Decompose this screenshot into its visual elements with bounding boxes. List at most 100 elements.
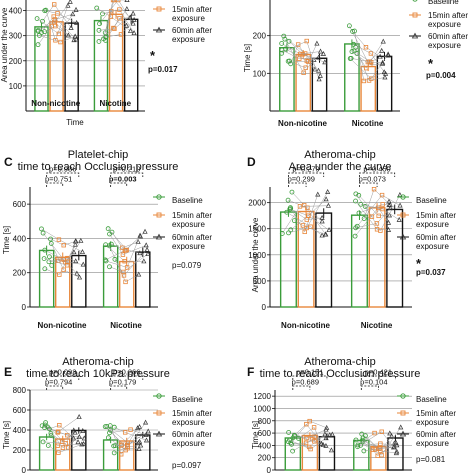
data-point xyxy=(47,254,52,260)
legend-label: exposure xyxy=(416,418,449,427)
data-point xyxy=(387,430,393,436)
data-point xyxy=(74,19,80,25)
data-point xyxy=(79,248,86,254)
data-point xyxy=(125,440,130,445)
subject-connector xyxy=(49,424,79,443)
data-point xyxy=(48,236,53,242)
data-point xyxy=(301,70,306,75)
comparison-bracket xyxy=(292,385,311,390)
subject-connector xyxy=(109,429,147,436)
legend-label: 15min after xyxy=(416,211,456,220)
comparison-p-value: p=0.151 xyxy=(296,368,323,377)
data-point xyxy=(70,11,76,17)
subject-connector xyxy=(353,44,386,74)
legend-label: exposure xyxy=(172,242,205,251)
comparison-p-value: p=0.450 xyxy=(363,165,390,174)
data-point xyxy=(374,227,380,232)
y-tick-label: 200 xyxy=(9,57,23,66)
data-point xyxy=(111,424,117,430)
legend-marker xyxy=(400,194,406,200)
y-tick-label: 1500 xyxy=(248,225,266,234)
legend-marker xyxy=(155,233,163,240)
data-point xyxy=(117,16,122,21)
data-point xyxy=(110,0,116,3)
data-point xyxy=(42,247,48,253)
data-point xyxy=(323,426,329,432)
data-point xyxy=(298,51,303,57)
comparison-p-value: p=0.299 xyxy=(288,175,315,184)
y-tick-label: 800 xyxy=(13,386,27,395)
subject-connector xyxy=(111,231,139,249)
subject-connector xyxy=(289,437,327,450)
data-point xyxy=(76,413,82,419)
data-point xyxy=(122,259,127,264)
subject-connector xyxy=(288,43,318,69)
data-point xyxy=(312,439,317,444)
data-point xyxy=(398,424,404,430)
data-point xyxy=(103,242,109,248)
data-point xyxy=(380,202,385,207)
data-point xyxy=(53,38,58,43)
data-point xyxy=(135,239,141,244)
significance-star: * xyxy=(150,48,156,63)
legend-marker xyxy=(156,194,162,200)
data-point xyxy=(386,212,393,218)
data-point xyxy=(385,219,392,225)
data-point xyxy=(387,201,393,207)
chart-title: Atheroma-chip xyxy=(304,356,376,368)
bar xyxy=(368,207,386,308)
legend-label: exposure xyxy=(416,242,449,251)
data-point xyxy=(111,25,116,31)
y-tick-label: 1200 xyxy=(253,392,271,401)
comparison-bracket xyxy=(46,172,80,177)
data-point xyxy=(137,250,143,256)
bar xyxy=(38,249,55,308)
data-point xyxy=(286,430,292,435)
data-point xyxy=(130,10,136,16)
comparison-p-value: p=0.421 xyxy=(365,368,392,377)
data-point xyxy=(59,439,65,444)
data-point xyxy=(300,223,306,228)
legend-marker xyxy=(156,410,162,416)
comparison-p-value: p=0.936 xyxy=(49,165,76,174)
subject-connector xyxy=(111,231,146,251)
subject-connector xyxy=(96,7,131,32)
data-point xyxy=(287,206,293,212)
data-point xyxy=(103,258,109,264)
subject-connector xyxy=(50,435,84,446)
data-point xyxy=(374,221,380,226)
data-point xyxy=(385,52,391,58)
comparison-bracket xyxy=(288,172,325,177)
data-point xyxy=(349,49,355,54)
legend-label: 15min after xyxy=(416,409,456,418)
legend-panel-f: Baseline 15min after exposure 60min afte… xyxy=(416,395,456,448)
subject-connector xyxy=(44,416,80,432)
subject-connector xyxy=(110,425,138,455)
data-point xyxy=(380,206,385,212)
data-point xyxy=(76,434,82,440)
y-tick-label: 200 xyxy=(13,446,27,455)
data-point xyxy=(315,191,321,197)
data-point xyxy=(102,257,108,263)
data-point xyxy=(322,431,328,437)
data-point xyxy=(65,32,71,38)
data-point xyxy=(279,231,285,236)
data-point xyxy=(382,74,388,80)
data-point xyxy=(394,448,400,454)
data-point xyxy=(284,209,290,215)
y-axis-label: Area under the curve xyxy=(251,217,260,292)
data-point xyxy=(107,430,112,436)
data-point xyxy=(304,38,309,44)
data-point xyxy=(283,46,289,52)
data-point xyxy=(319,232,325,238)
data-point xyxy=(97,21,102,27)
legend-marker xyxy=(155,430,163,437)
data-point xyxy=(317,72,323,78)
comparison-bracket xyxy=(46,375,80,380)
comparison-bracket xyxy=(359,172,396,177)
data-point xyxy=(79,441,85,447)
data-point xyxy=(49,263,55,268)
subject-connector xyxy=(358,195,390,217)
data-point xyxy=(306,213,311,218)
data-point xyxy=(281,33,287,39)
